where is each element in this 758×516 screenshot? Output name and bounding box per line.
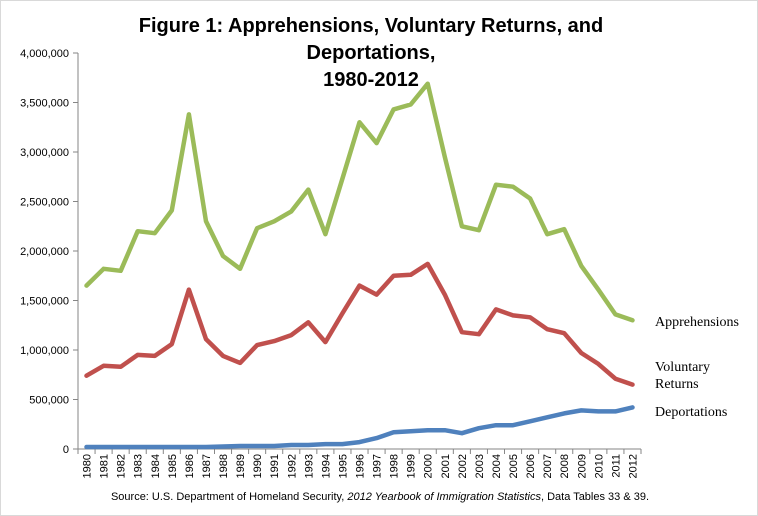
- series-line-apprehensions: [84, 81, 635, 323]
- x-tick-label: 1985: [167, 454, 179, 478]
- x-tick-label: 2003: [474, 454, 486, 478]
- y-axis-ticks: 0 500,000 1,000,000 1,500,000 2,000,000 2,500…: [20, 48, 78, 456]
- x-tick-label: 1994: [320, 454, 332, 478]
- x-tick-label: 1988: [218, 454, 230, 478]
- x-tick-label: 2012: [627, 454, 639, 478]
- legend: Apprehensions Voluntary Returns Deportat…: [655, 315, 739, 420]
- y-tick-label: 500,000: [29, 395, 69, 407]
- source-note: Source: U.S. Department of Homeland Secu…: [1, 491, 757, 503]
- x-tick-label: 2007: [542, 454, 554, 478]
- x-tick-label: 2002: [457, 454, 469, 478]
- x-tick-label: 1987: [201, 454, 213, 478]
- x-axis-ticks: 1980 1981 1982 1983 1984 1985 1986 1987 1988 1989…: [77, 449, 642, 478]
- x-tick-label: 1982: [116, 454, 128, 478]
- x-tick-label: 1998: [389, 454, 401, 478]
- x-tick-label: 1983: [133, 454, 145, 478]
- x-tick-label: 1993: [303, 454, 315, 478]
- x-tick-label: 1997: [372, 454, 384, 478]
- x-tick-label: 1999: [406, 454, 418, 478]
- x-tick-label: 1995: [337, 454, 349, 478]
- x-tick-label: 1980: [82, 454, 94, 478]
- series-lines: [84, 81, 635, 450]
- legend-deportations: Deportations: [655, 405, 727, 420]
- y-tick-label: 1,000,000: [20, 345, 69, 357]
- x-tick-label: 2005: [508, 454, 520, 478]
- y-tick-label: 2,500,000: [20, 197, 69, 209]
- x-tick-label: 2006: [525, 454, 537, 478]
- chart-title-line-1: Figure 1: Apprehensions, Voluntary Retur…: [138, 15, 604, 37]
- legend-voluntary-returns-line-1: Voluntary: [655, 360, 710, 375]
- x-tick-label: 2000: [423, 454, 435, 478]
- x-tick-label: 1986: [184, 454, 196, 478]
- x-tick-label: 1981: [99, 454, 111, 478]
- x-tick-label: 2010: [593, 454, 605, 478]
- legend-apprehensions: Apprehensions: [655, 315, 739, 330]
- chart-title-line-3: 1980-2012: [323, 69, 419, 91]
- x-tick-label: 2009: [576, 454, 588, 478]
- source-suffix: , Data Tables 33 & 39.: [540, 491, 650, 503]
- y-tick-label: 4,000,000: [20, 48, 69, 60]
- axes: [77, 53, 641, 450]
- x-tick-label: 1996: [355, 454, 367, 478]
- series-line-voluntary-returns: [84, 261, 635, 387]
- x-tick-label: 1990: [252, 454, 264, 478]
- x-tick-label: 2011: [610, 454, 622, 478]
- x-tick-label: 1991: [269, 454, 281, 478]
- x-tick-label: 1984: [150, 454, 162, 478]
- y-tick-label: 0: [63, 444, 69, 456]
- source-publication: 2012 Yearbook of Immigration Statistics: [347, 491, 541, 503]
- chart-title: Figure 1: Apprehensions, Voluntary Retur…: [91, 13, 651, 94]
- y-tick-label: 3,000,000: [20, 147, 69, 159]
- source-prefix: Source: U.S. Department of Homeland Secu…: [110, 491, 348, 503]
- y-tick-label: 1,500,000: [20, 296, 69, 308]
- x-tick-label: 2001: [440, 454, 452, 478]
- x-tick-label: 1989: [235, 454, 247, 478]
- x-tick-label: 2004: [491, 454, 503, 478]
- y-tick-label: 2,000,000: [20, 246, 69, 258]
- series-line-deportations: [84, 405, 635, 450]
- x-tick-label: 1992: [286, 454, 298, 478]
- chart-title-line-2: Deportations,: [306, 42, 436, 64]
- y-tick-label: 3,500,000: [20, 98, 69, 110]
- x-tick-label: 2008: [559, 454, 571, 478]
- legend-voluntary-returns-line-2: Returns: [655, 377, 699, 392]
